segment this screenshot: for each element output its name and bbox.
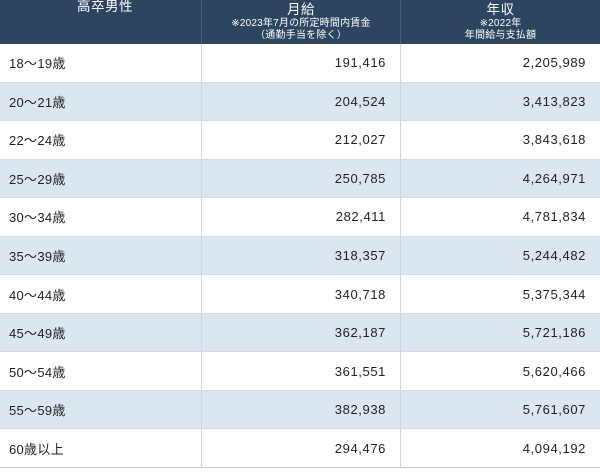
age-cell: 40〜44歳: [0, 275, 202, 313]
table-row: 22〜24歳 212,027 3,843,618: [0, 121, 600, 160]
header-cell-category: 高卒男性: [0, 0, 202, 44]
age-cell: 22〜24歳: [0, 121, 202, 159]
header-annual-note2: 年間給与支払額: [464, 29, 537, 41]
table-row: 50〜54歳 361,551 5,620,466: [0, 352, 600, 391]
header-monthly-note1: ※2023年7月の所定時間内賃金: [231, 17, 371, 29]
monthly-cell: 318,357: [202, 236, 401, 275]
age-cell: 18〜19歳: [0, 44, 202, 82]
monthly-cell: 382,938: [202, 390, 401, 429]
age-cell: 45〜49歳: [0, 313, 202, 352]
annual-cell: 5,620,466: [522, 363, 586, 379]
monthly-cell: 362,187: [202, 313, 401, 352]
header-category-label: 高卒男性: [77, 0, 133, 14]
age-cell: 50〜54歳: [0, 352, 202, 390]
header-monthly-title: 月給: [287, 1, 315, 17]
monthly-cell: 340,718: [202, 275, 401, 313]
table-row: 55〜59歳 382,938 5,761,607: [0, 390, 600, 430]
age-cell: 25〜29歳: [0, 159, 202, 198]
annual-cell: 5,721,186: [522, 325, 586, 341]
annual-cell: 3,843,618: [522, 132, 586, 148]
monthly-cell: 361,551: [202, 352, 401, 390]
table-row: 40〜44歳 340,718 5,375,344: [0, 275, 600, 314]
annual-cell: 4,781,834: [522, 209, 586, 225]
table-header-row: 高卒男性 月給 ※2023年7月の所定時間内賃金 （通勤手当を除く） 年収 ※2…: [0, 0, 600, 44]
monthly-cell: 204,524: [202, 82, 401, 121]
annual-cell: 4,264,971: [522, 170, 586, 186]
header-annual-note1: ※2022年: [479, 17, 522, 29]
age-cell: 55〜59歳: [0, 390, 202, 429]
annual-cell: 2,205,989: [522, 55, 586, 71]
annual-cell: 4,094,192: [522, 440, 586, 456]
table-row: 18〜19歳 191,416 2,205,989: [0, 44, 600, 83]
table-row: 60歳以上 294,476 4,094,192: [0, 429, 600, 468]
monthly-cell: 191,416: [202, 44, 401, 82]
monthly-cell: 212,027: [202, 121, 401, 159]
annual-cell: 5,375,344: [522, 286, 586, 302]
annual-cell: 5,244,482: [522, 248, 586, 263]
table-row: 25〜29歳 250,785 4,264,971: [0, 159, 600, 199]
table-row: 35〜39歳 318,357 5,244,482: [0, 236, 600, 276]
header-cell-annual: 年収 ※2022年 年間給与支払額: [401, 0, 600, 44]
table-body: 18〜19歳 191,416 2,205,989 20〜21歳 204,524 …: [0, 44, 600, 468]
table-row: 20〜21歳 204,524 3,413,823: [0, 82, 600, 122]
age-cell: 35〜39歳: [0, 236, 202, 275]
header-cell-monthly: 月給 ※2023年7月の所定時間内賃金 （通勤手当を除く）: [202, 0, 401, 44]
age-cell: 30〜34歳: [0, 198, 202, 236]
monthly-cell: 294,476: [202, 429, 401, 468]
header-monthly-note2: （通勤手当を除く）: [255, 29, 347, 41]
age-cell: 60歳以上: [0, 429, 202, 468]
annual-cell: 5,761,607: [522, 402, 586, 418]
monthly-cell: 250,785: [202, 159, 401, 198]
table-row: 30〜34歳 282,411 4,781,834: [0, 198, 600, 237]
age-cell: 20〜21歳: [0, 82, 202, 121]
monthly-cell: 282,411: [202, 198, 401, 236]
header-annual-title: 年収: [486, 1, 515, 17]
table-row: 45〜49歳 362,187 5,721,186: [0, 313, 600, 353]
annual-cell: 3,413,823: [522, 93, 586, 109]
